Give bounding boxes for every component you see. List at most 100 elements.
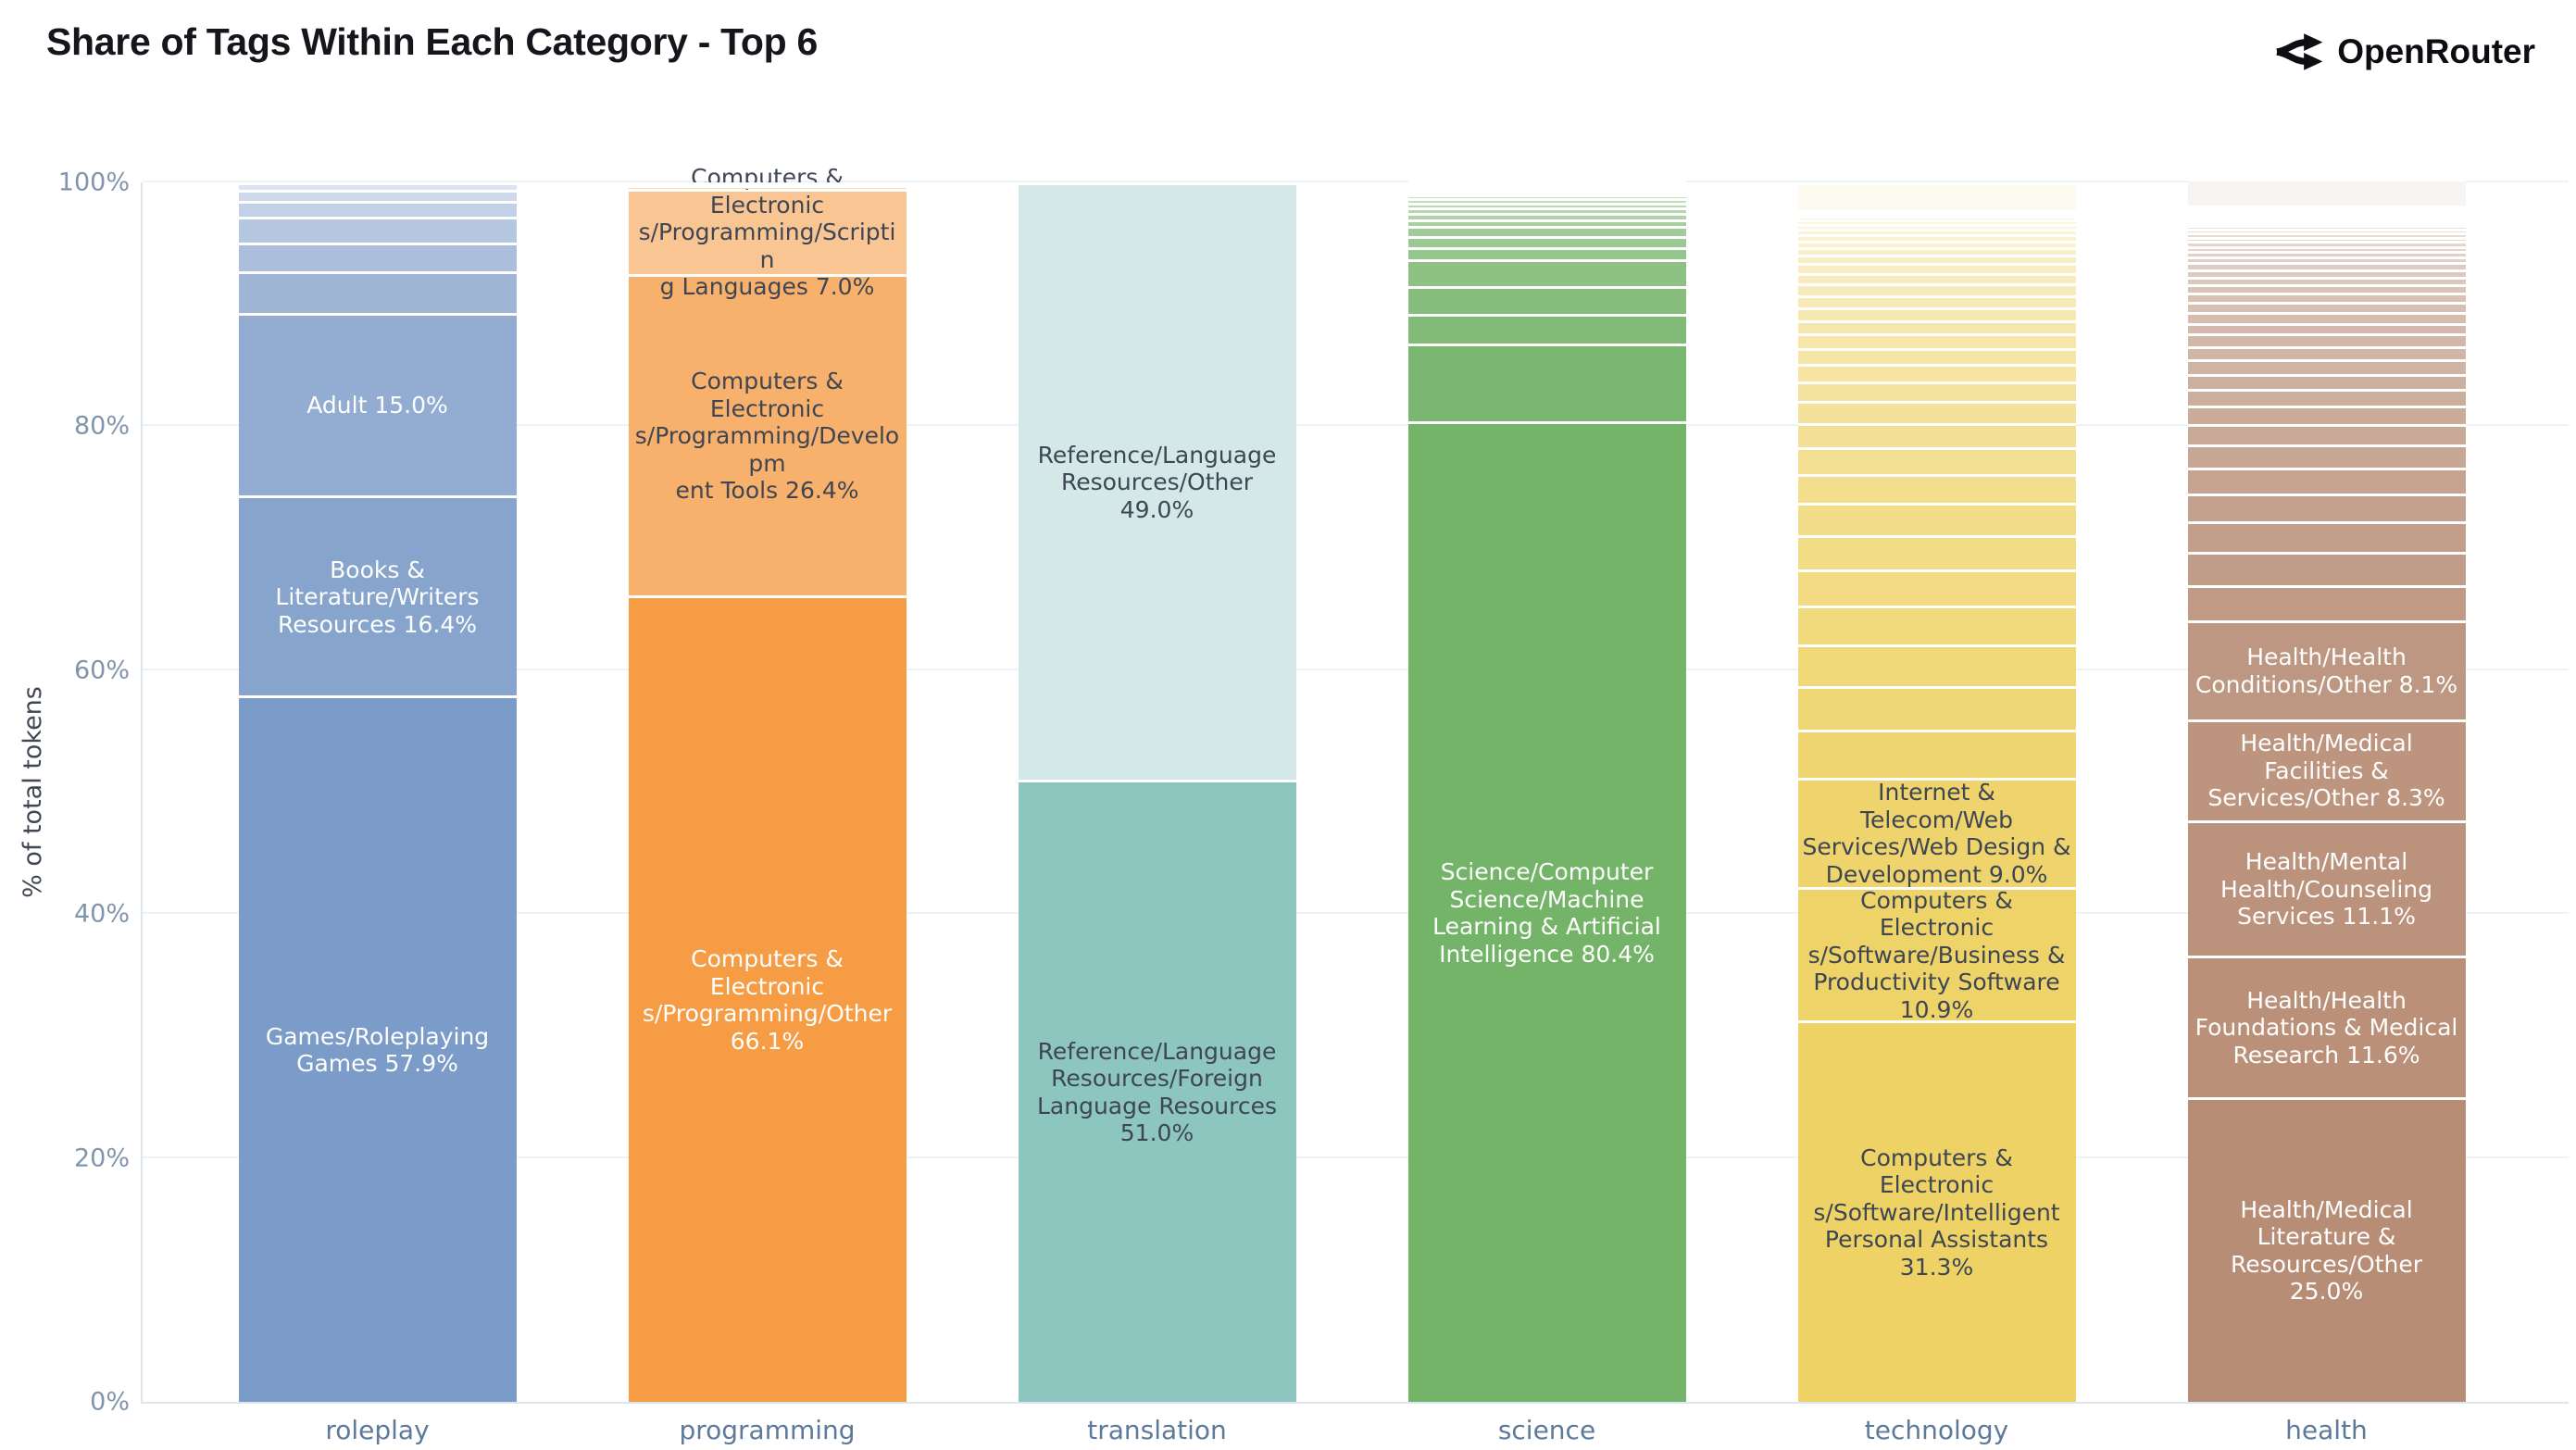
bar-segment bbox=[1407, 285, 1686, 315]
segment-label: Science/Computer Science/Machine Learnin… bbox=[1432, 858, 1661, 968]
gridline-60 bbox=[143, 668, 2569, 670]
bar-segment bbox=[1407, 343, 1686, 422]
bar-segment bbox=[1797, 381, 2076, 401]
bar-slot-roleplay: Games/Roleplaying Games 57.9% Books & Lit… bbox=[182, 182, 572, 1402]
bar-segment bbox=[1797, 213, 2076, 217]
bar-segment bbox=[1797, 446, 2076, 474]
bar-segment bbox=[1797, 730, 2076, 778]
stacked-bar-technology: Computers & Electronic s/Software/Intell… bbox=[1797, 181, 2076, 1402]
x-axis-labels: roleplay programming translation science tec… bbox=[182, 1415, 2521, 1445]
segment-label: Games/Roleplaying Games 57.9% bbox=[265, 1022, 490, 1078]
y-tick-label: 40% bbox=[73, 899, 130, 929]
bar-segment bbox=[2187, 236, 2466, 242]
bar-segment: Computers & Electronic s/Software/Busine… bbox=[1797, 887, 2076, 1023]
bar-segment bbox=[1797, 223, 2076, 230]
bar-segment bbox=[2187, 256, 2466, 263]
bar-segment bbox=[1797, 503, 2076, 535]
bar-segment bbox=[2187, 269, 2466, 277]
bar-segment bbox=[2187, 311, 2466, 323]
bar-segment bbox=[2187, 213, 2466, 217]
bar-segment bbox=[2187, 333, 2466, 346]
bar-segment bbox=[2187, 493, 2466, 522]
bar-segment bbox=[1797, 234, 2076, 241]
bar-segment: Internet & Telecom/Web Services/Web Desi… bbox=[1797, 777, 2076, 888]
x-tick-label-programming: programming bbox=[679, 1415, 856, 1445]
y-tick-label: 80% bbox=[73, 411, 130, 441]
bar-segment: Computers & Electronic s/Programming/Oth… bbox=[628, 595, 907, 1402]
bar-segment bbox=[238, 200, 517, 217]
bar-segment bbox=[2187, 205, 2466, 208]
bar-segment bbox=[1797, 246, 2076, 255]
bar-segment bbox=[1797, 219, 2076, 224]
segment-label: Books & Literature/Writers Resources 16.… bbox=[275, 556, 480, 638]
stacked-bar-science: Science/Computer Science/Machine Learnin… bbox=[1407, 175, 1686, 1402]
bar-segment: Computers & Electronic s/Programming/Scr… bbox=[628, 164, 907, 300]
bar-slot-programming: Computers & Electronic s/Programming/Oth… bbox=[572, 164, 962, 1402]
bar-segment bbox=[2187, 293, 2466, 303]
bar-segment bbox=[1797, 534, 2076, 569]
bar-segment: Adult 15.0% bbox=[238, 312, 517, 496]
bar-segment bbox=[238, 216, 517, 243]
bar-segment bbox=[1407, 175, 1686, 178]
segment-label: Computers & Electronic s/Programming/Scr… bbox=[638, 164, 896, 301]
bar-segment: Science/Computer Science/Machine Learnin… bbox=[1407, 421, 1686, 1402]
bar-segment: Books & Literature/Writers Resources 16.… bbox=[238, 495, 517, 696]
bar-segment bbox=[1797, 210, 2076, 214]
x-tick-label-science: science bbox=[1497, 1415, 1596, 1445]
bar-segment bbox=[1407, 198, 1686, 203]
bar-segment bbox=[2187, 345, 2466, 360]
brand-name: OpenRouter bbox=[2337, 32, 2535, 70]
bar-segment bbox=[2187, 521, 2466, 553]
segment-label: Computers & Electronic s/Programming/Dev… bbox=[634, 368, 900, 505]
bar-segment bbox=[2187, 284, 2466, 294]
gridline-100 bbox=[143, 181, 2569, 182]
segment-label: Internet & Telecom/Web Services/Web Desi… bbox=[1802, 779, 2071, 888]
segment-label: Health/Health Foundations & Medical Rese… bbox=[2195, 986, 2458, 1069]
bar-segment bbox=[2187, 552, 2466, 585]
bar-segment bbox=[2187, 302, 2466, 312]
segment-label: Adult 15.0% bbox=[306, 392, 448, 419]
bar-segment bbox=[2187, 373, 2466, 390]
stacked-bar-health: Health/Medical Literature & Resources/Ot… bbox=[2187, 178, 2466, 1402]
bar-segment bbox=[2187, 406, 2466, 424]
bar-segment bbox=[1407, 219, 1686, 227]
bar-segment bbox=[2187, 178, 2466, 206]
bar-segment bbox=[1797, 307, 2076, 320]
bar-segment bbox=[1407, 314, 1686, 344]
bar-segment bbox=[1797, 364, 2076, 381]
bar-segment bbox=[2187, 262, 2466, 269]
bar-segment bbox=[1407, 207, 1686, 214]
bar-segment bbox=[1407, 186, 1686, 189]
bar-segment bbox=[238, 182, 517, 190]
bar-segment bbox=[1797, 473, 2076, 504]
y-axis-title-wrap: % of total tokens bbox=[0, 182, 65, 1402]
bar-segment bbox=[1407, 194, 1686, 199]
bar-segment bbox=[1797, 333, 2076, 349]
bar-segment bbox=[1407, 202, 1686, 208]
bar-segment bbox=[1797, 216, 2076, 220]
bar-segment bbox=[1797, 229, 2076, 235]
bar-slot-science: Science/Computer Science/Machine Learnin… bbox=[1352, 175, 1742, 1402]
openrouter-logo-icon bbox=[2276, 33, 2323, 70]
bar-segment: Health/Medical Facilities & Services/Oth… bbox=[2187, 719, 2466, 820]
bar-segment bbox=[1797, 272, 2076, 284]
bar-segment: Computers & Electronic s/Programming/Dev… bbox=[628, 273, 907, 596]
bar-segment bbox=[1797, 569, 2076, 606]
bar-slot-health: Health/Medical Literature & Resources/Ot… bbox=[2132, 178, 2521, 1402]
bar-segment bbox=[2187, 444, 2466, 469]
page-title: Share of Tags Within Each Category - Top… bbox=[46, 20, 818, 63]
bar-segment bbox=[238, 271, 517, 313]
bar-segment bbox=[2187, 359, 2466, 374]
segment-label: Health/Medical Literature & Resources/Ot… bbox=[2230, 1195, 2423, 1306]
segment-label: Computers & Electronic s/Programming/Oth… bbox=[642, 945, 893, 1055]
bar-segment bbox=[1407, 236, 1686, 247]
bar-segment: Health/Mental Health/Counseling Services… bbox=[2187, 819, 2466, 956]
bar-segment bbox=[2187, 210, 2466, 214]
bar-segment bbox=[2187, 219, 2466, 223]
segment-label: Health/Mental Health/Counseling Services… bbox=[2220, 848, 2432, 931]
bar-segment bbox=[1797, 283, 2076, 295]
bar-segment bbox=[2187, 207, 2466, 211]
bar-segment bbox=[1797, 422, 2076, 447]
bar-segment bbox=[238, 242, 517, 272]
y-tick-label: 100% bbox=[57, 168, 130, 197]
